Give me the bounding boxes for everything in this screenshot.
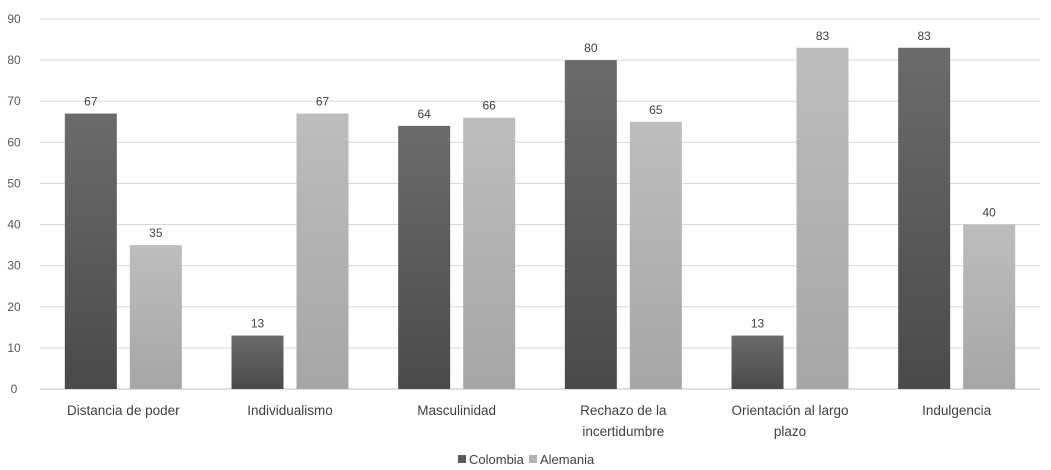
bars xyxy=(64,47,1016,390)
data-label: 83 xyxy=(816,29,830,43)
bar-alemania xyxy=(463,117,516,390)
data-label: 67 xyxy=(316,95,330,109)
y-axis: 0 10 20 30 40 50 60 70 80 90 xyxy=(7,12,21,396)
legend-swatch-colombia xyxy=(458,455,466,463)
x-tick-label: Indulgencia xyxy=(922,403,992,418)
y-tick-label: 30 xyxy=(7,259,21,273)
x-tick-label: Rechazo de la incertidumbre xyxy=(580,403,667,439)
x-axis: Distancia de poder Individualismo Masculin… xyxy=(67,403,992,439)
data-label: 67 xyxy=(84,95,98,109)
x-tick-label: Individualismo xyxy=(247,403,333,418)
bar-alemania xyxy=(296,113,349,390)
bar-colombia xyxy=(898,47,951,390)
data-label: 64 xyxy=(417,107,431,121)
y-tick-label: 40 xyxy=(7,218,21,232)
bar-alemania xyxy=(629,121,682,390)
y-tick-label: 20 xyxy=(7,300,21,314)
data-label: 13 xyxy=(251,317,265,331)
bar-colombia xyxy=(231,335,284,389)
data-label: 13 xyxy=(751,317,765,331)
bar-alemania xyxy=(796,47,849,390)
y-tick-label: 0 xyxy=(11,382,18,396)
x-tick-label: Masculinidad xyxy=(417,403,496,418)
bar-colombia xyxy=(564,60,617,389)
y-tick-label: 80 xyxy=(7,53,21,67)
data-labels: 67 13 64 80 13 83 35 67 66 65 83 40 xyxy=(84,29,996,331)
legend: Colombia Alemania xyxy=(458,452,595,467)
y-tick-label: 70 xyxy=(7,94,21,108)
bar-colombia xyxy=(731,335,784,389)
data-label: 66 xyxy=(482,99,496,113)
y-tick-label: 60 xyxy=(7,135,21,149)
legend-label-colombia: Colombia xyxy=(469,452,525,467)
x-tick-label: Orientación al largo plazo xyxy=(731,403,848,439)
gridlines xyxy=(40,18,1040,390)
y-tick-label: 10 xyxy=(7,341,21,355)
x-tick-label: Distancia de poder xyxy=(67,403,180,418)
legend-label-alemania: Alemania xyxy=(540,452,595,467)
y-tick-label: 50 xyxy=(7,176,21,190)
bar-colombia xyxy=(398,125,451,389)
data-label: 40 xyxy=(982,206,996,220)
bar-alemania xyxy=(963,224,1016,389)
data-label: 83 xyxy=(917,29,931,43)
data-label: 65 xyxy=(649,103,663,117)
bar-alemania xyxy=(129,245,182,389)
bar-colombia xyxy=(64,113,117,390)
data-label: 80 xyxy=(584,41,598,55)
legend-swatch-alemania xyxy=(529,455,537,463)
data-label: 35 xyxy=(149,226,163,240)
y-tick-label: 90 xyxy=(7,12,21,26)
